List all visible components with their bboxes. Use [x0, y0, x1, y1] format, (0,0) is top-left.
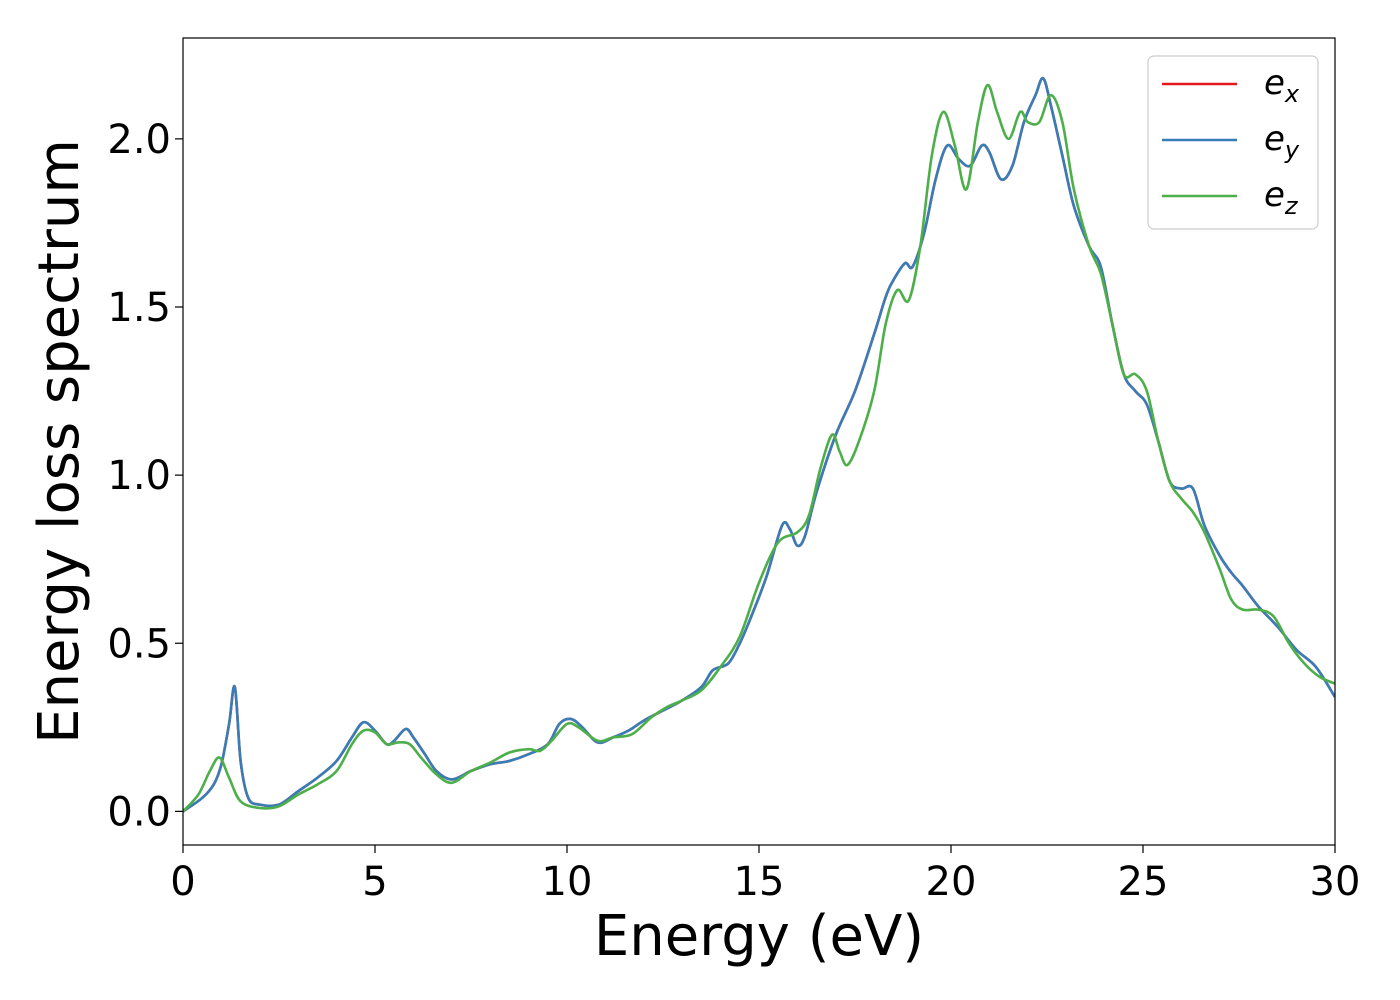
series-line-ez	[183, 83, 1335, 813]
y-axis-label: Energy loss spectrum	[27, 139, 92, 744]
x-tick-label: 15	[734, 859, 785, 905]
series-line-ey	[183, 76, 1335, 813]
legend-box	[1147, 55, 1319, 230]
x-axis-label: Energy (eV)	[594, 904, 924, 969]
x-tick-label: 20	[926, 859, 977, 905]
x-tick-label: 30	[1310, 859, 1361, 905]
legend-label-ey: ey	[1264, 119, 1300, 164]
y-axis-ticks: 0.0 0.5 1.0 1.5 2.0	[107, 117, 183, 835]
y-tick-label: 0.5	[107, 621, 171, 667]
series-layer	[183, 76, 1335, 813]
y-tick-label: 1.0	[107, 453, 171, 499]
x-axis-ticks: 0 5 10 15 20 25 30	[170, 845, 1360, 905]
y-tick-label: 1.5	[107, 285, 171, 331]
x-tick-label: 0	[170, 859, 195, 905]
legend-label-ex: ex	[1264, 63, 1300, 108]
y-tick-label: 2.0	[107, 117, 171, 163]
x-tick-label: 5	[362, 859, 387, 905]
legend: ex ey ez	[1147, 55, 1319, 230]
x-tick-label: 10	[542, 859, 593, 905]
x-tick-label: 25	[1118, 859, 1169, 905]
legend-label-ez: ez	[1264, 175, 1299, 220]
y-tick-label: 0.0	[107, 789, 171, 835]
